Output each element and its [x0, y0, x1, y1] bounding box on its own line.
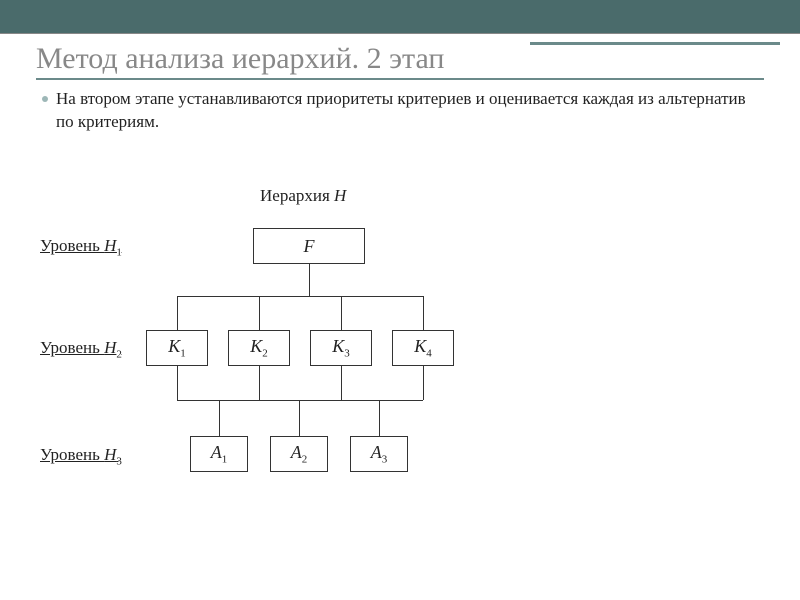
node-k3: K3 [310, 330, 372, 366]
node-k4: K4 [392, 330, 454, 366]
conn-bus-k2 [259, 296, 260, 330]
level-label-2: Уровень H2 [40, 338, 122, 360]
conn-root-drop [309, 264, 310, 296]
conn-bus-k1 [177, 296, 178, 330]
conn-bus-a1 [219, 400, 220, 436]
hierarchy-symbol: H [334, 186, 346, 205]
conn-k4-bus [423, 366, 424, 400]
content-area: Метод анализа иерархий. 2 этап На втором… [0, 34, 800, 134]
conn-bus-a3 [379, 400, 380, 436]
conn-bus-k3 [341, 296, 342, 330]
hierarchy-label-text: Иерархия [260, 186, 330, 205]
hierarchy-label: Иерархия H [260, 186, 346, 206]
conn-a-bus [177, 400, 423, 401]
node-a2: A2 [270, 436, 328, 472]
bullet-row: На втором этапе устанавливаются приорите… [42, 88, 764, 134]
hierarchy-diagram: Иерархия H Уровень H1 Уровень H2 Уровень H… [0, 180, 800, 540]
accent-line-right [530, 42, 780, 45]
conn-bus-k4 [423, 296, 424, 330]
conn-k-bus [177, 296, 423, 297]
bullet-text: На втором этапе устанавливаются приорите… [56, 88, 764, 134]
node-a1: A1 [190, 436, 248, 472]
conn-k1-bus [177, 366, 178, 400]
level-label-1: Уровень H1 [40, 236, 122, 258]
conn-k2-bus [259, 366, 260, 400]
conn-bus-a2 [299, 400, 300, 436]
node-root: F [253, 228, 365, 264]
node-k1: K1 [146, 330, 208, 366]
top-bar [0, 0, 800, 34]
node-a3: A3 [350, 436, 408, 472]
level-label-3: Уровень H3 [40, 445, 122, 467]
node-k2: K2 [228, 330, 290, 366]
conn-k3-bus [341, 366, 342, 400]
page-title: Метод анализа иерархий. 2 этап [36, 42, 764, 80]
bullet-icon [42, 96, 48, 102]
